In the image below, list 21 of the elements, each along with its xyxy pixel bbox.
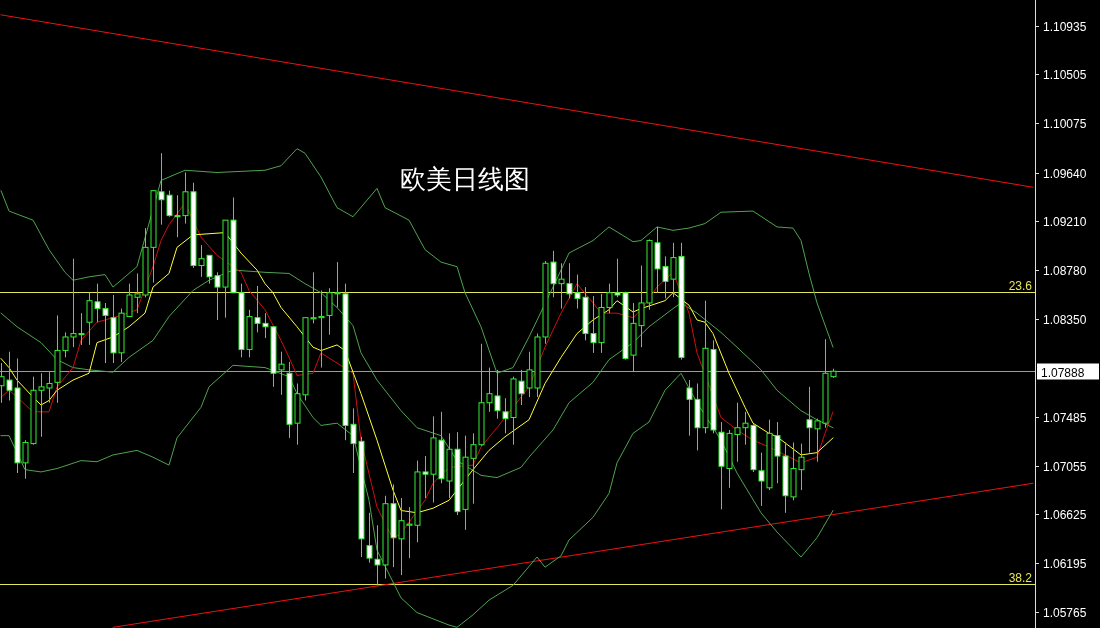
- y-tick-label: 1.10935: [1043, 19, 1087, 34]
- line-series: [0, 232, 834, 514]
- annotation: 38.2: [1008, 570, 1033, 585]
- line-series: [0, 269, 834, 479]
- candlestick: [366, 512, 373, 564]
- y-tick-label: 1.07485: [1043, 410, 1087, 425]
- y-tick-label: 1.08780: [1043, 263, 1087, 278]
- y-tick-label: 1.06195: [1043, 556, 1087, 571]
- y-tick-label: 1.08350: [1043, 312, 1087, 327]
- ref-line-label: 1.07888: [1041, 365, 1085, 380]
- y-tick-label: 1.07055: [1043, 459, 1087, 474]
- y-tick-label: 1.10505: [1043, 67, 1087, 82]
- y-tick-label: 1.09210: [1043, 214, 1087, 229]
- y-tick-label: 1.10075: [1043, 116, 1087, 131]
- line-series: [0, 364, 834, 628]
- text: 欧美日线图: [400, 164, 530, 194]
- y-tick-label: 1.09640: [1043, 166, 1087, 181]
- annotation: 23.6: [1008, 278, 1033, 293]
- y-tick-label: 1.06625: [1043, 507, 1087, 522]
- line-series: [0, 148, 834, 374]
- y-tick-label: 1.05765: [1043, 605, 1087, 620]
